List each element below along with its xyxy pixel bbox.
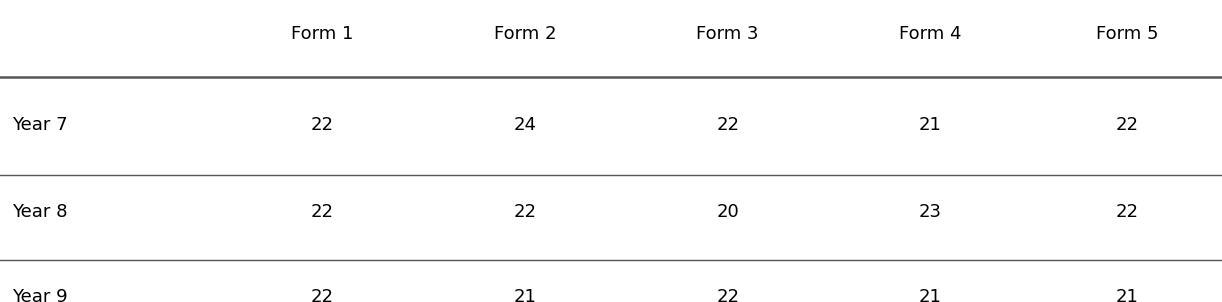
Text: 22: 22 [310, 116, 334, 133]
Text: 22: 22 [1116, 116, 1139, 133]
Text: 22: 22 [513, 203, 536, 221]
Text: 22: 22 [716, 116, 739, 133]
Text: Year 7: Year 7 [12, 116, 68, 133]
Text: Form 1: Form 1 [291, 25, 353, 43]
Text: 22: 22 [1116, 203, 1139, 221]
Text: 21: 21 [513, 288, 536, 302]
Text: Year 9: Year 9 [12, 288, 68, 302]
Text: 24: 24 [513, 116, 536, 133]
Text: 22: 22 [310, 288, 334, 302]
Text: Form 3: Form 3 [697, 25, 759, 43]
Text: Year 8: Year 8 [12, 203, 67, 221]
Text: Form 2: Form 2 [494, 25, 556, 43]
Text: 22: 22 [716, 288, 739, 302]
Text: 23: 23 [919, 203, 942, 221]
Text: Form 5: Form 5 [1096, 25, 1158, 43]
Text: 20: 20 [716, 203, 739, 221]
Text: 22: 22 [310, 203, 334, 221]
Text: 21: 21 [1116, 288, 1138, 302]
Text: Form 4: Form 4 [899, 25, 962, 43]
Text: 21: 21 [919, 116, 942, 133]
Text: 21: 21 [919, 288, 942, 302]
